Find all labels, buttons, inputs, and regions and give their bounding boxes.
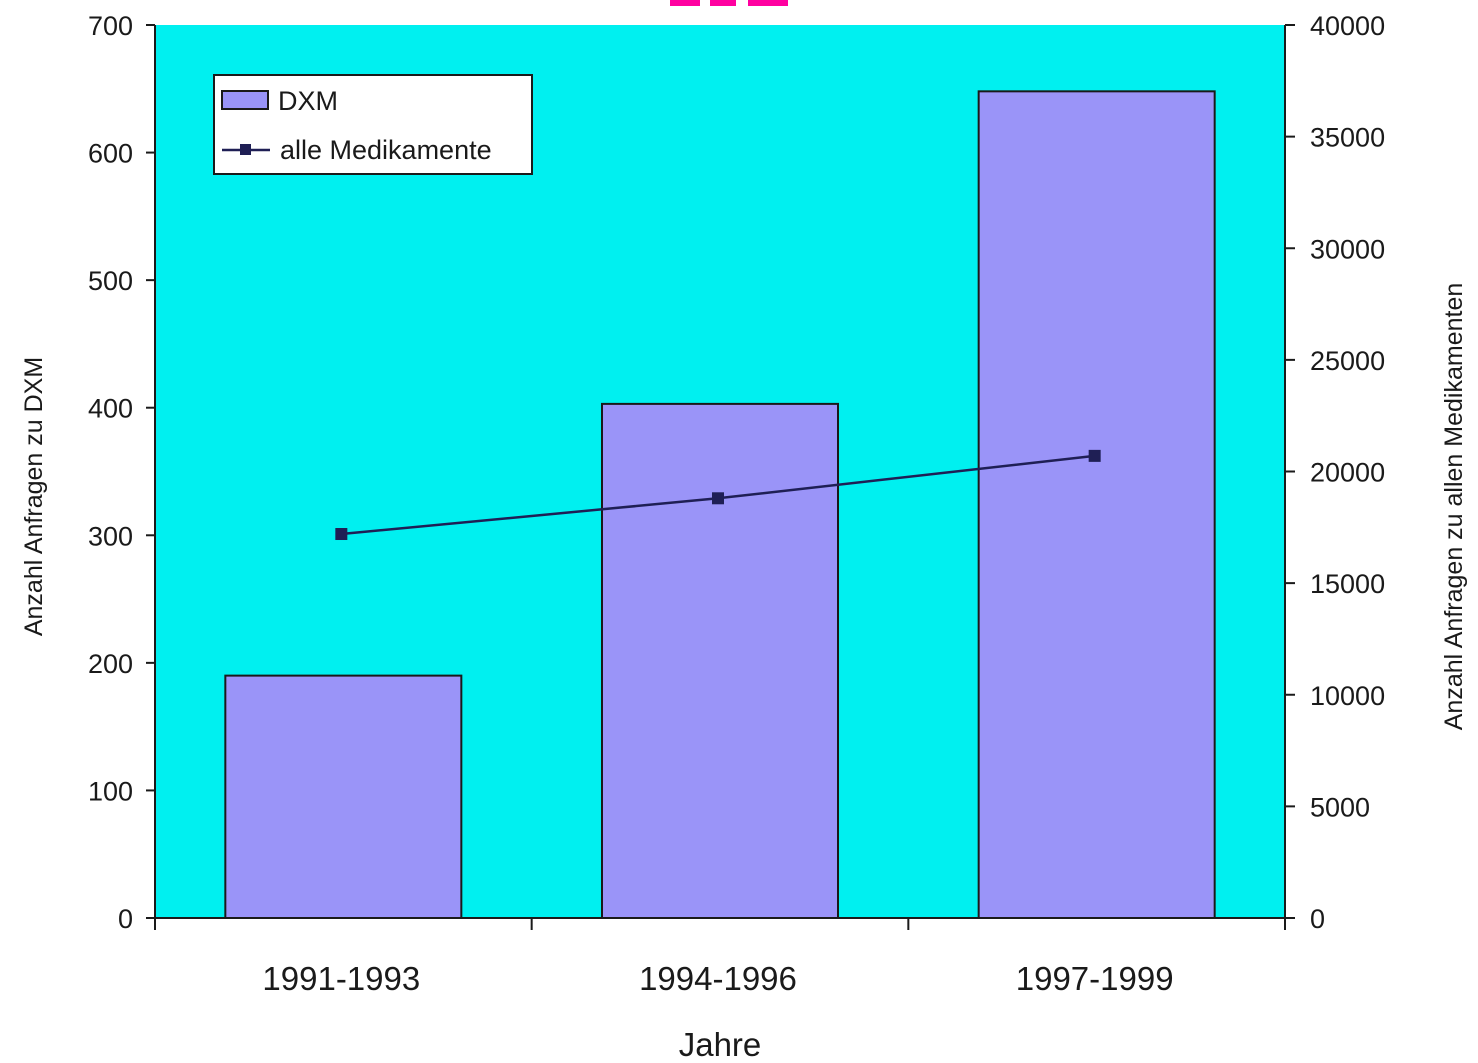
left-tick-label: 100 xyxy=(88,776,133,806)
right-tick-label: 25000 xyxy=(1310,346,1385,376)
right-tick-label: 15000 xyxy=(1310,569,1385,599)
right-axis-title: Anzahl Anfragen zu allen Medikamenten xyxy=(1440,283,1468,731)
right-tick-label: 40000 xyxy=(1310,11,1385,41)
legend-swatch-dxm xyxy=(221,90,269,110)
x-category-label: 1997-1999 xyxy=(1016,960,1174,997)
legend-swatch-marker xyxy=(240,144,251,155)
right-tick-label: 30000 xyxy=(1310,234,1385,264)
right-tick-label: 35000 xyxy=(1310,123,1385,153)
left-axis-ticks: 0 100 200 300 400 500 600 700 xyxy=(88,11,155,934)
line-series-alle-medikamente xyxy=(335,449,1101,541)
bar-1994-1996 xyxy=(601,402,839,919)
legend: DXM alle Medikamente xyxy=(213,74,533,175)
left-tick-label: 300 xyxy=(88,521,133,551)
point-1994-1996 xyxy=(712,492,724,505)
point-1991-1993 xyxy=(335,528,348,541)
left-tick-label: 200 xyxy=(88,649,133,679)
right-axis-ticks: 0 5000 10000 15000 20000 25000 30000 35000 40000 xyxy=(1285,11,1385,934)
right-tick-label: 10000 xyxy=(1310,681,1385,711)
left-tick-label: 700 xyxy=(88,11,133,41)
left-tick-label: 600 xyxy=(88,139,133,169)
bar-1997-1999 xyxy=(977,90,1216,919)
x-category-label: 1994-1996 xyxy=(639,960,797,997)
point-1997-1999 xyxy=(1088,449,1101,462)
x-category-label: 1991-1993 xyxy=(262,960,420,997)
title-fragment xyxy=(670,0,788,6)
bar-series-dxm xyxy=(224,90,1216,919)
right-tick-label: 0 xyxy=(1310,904,1325,934)
x-axis-title: Jahre xyxy=(679,1026,762,1063)
x-axis-categories: 1991-1993 1994-1996 1997-1999 xyxy=(262,960,1173,997)
bar-1991-1993 xyxy=(224,674,463,919)
legend-label-dxm: DXM xyxy=(278,86,338,116)
legend-label-alle-medikamente: alle Medikamente xyxy=(280,135,492,165)
left-tick-label: 500 xyxy=(88,266,133,296)
right-tick-label: 20000 xyxy=(1310,458,1385,488)
right-tick-label: 5000 xyxy=(1310,792,1370,822)
left-tick-label: 0 xyxy=(118,904,133,934)
left-axis-title: Anzahl Anfragen zu DXM xyxy=(20,357,48,636)
left-tick-label: 400 xyxy=(88,394,133,424)
